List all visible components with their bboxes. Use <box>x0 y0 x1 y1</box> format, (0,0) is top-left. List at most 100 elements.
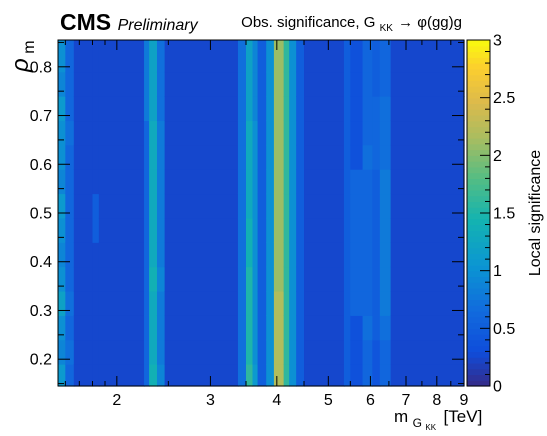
x-axis-title-unit: [TeV] <box>444 407 483 426</box>
heatmap-cell <box>252 193 259 219</box>
heatmap-cell <box>58 71 66 97</box>
heatmap-cell <box>98 96 145 122</box>
heatmap-cell <box>266 364 275 387</box>
heatmap-cell <box>273 315 285 341</box>
heatmap-cell <box>283 266 290 292</box>
heatmap-cell <box>273 96 285 122</box>
heatmap-cell <box>246 193 254 219</box>
heatmap-cell <box>266 169 275 195</box>
heatmap-cell <box>58 339 66 365</box>
heatmap-cell <box>252 315 259 341</box>
heatmap-cell <box>92 120 100 146</box>
heatmap-cell <box>252 242 259 268</box>
heatmap-cell <box>372 169 381 195</box>
heatmap-cell <box>164 71 239 97</box>
heatmap-cell <box>283 120 290 146</box>
heatmap-cell <box>257 144 267 170</box>
heatmap-cell <box>283 144 290 170</box>
color-scale-band <box>467 80 490 87</box>
color-scale-band <box>467 259 490 266</box>
heatmap-cell <box>343 242 351 268</box>
color-scale-band <box>467 114 490 122</box>
color-scale-band <box>467 218 490 226</box>
x-axis-tick-label: 6 <box>366 392 375 409</box>
heatmap-cells <box>58 40 465 387</box>
heatmap-cell <box>362 266 373 292</box>
y-axis-tick-label: 0.8 <box>30 59 52 76</box>
heatmap-cell <box>289 217 297 243</box>
heatmap-cell <box>390 266 465 292</box>
heatmap-cell <box>266 217 275 243</box>
heatmap-cell <box>372 120 381 146</box>
heatmap-cell <box>164 266 239 292</box>
heatmap-cell <box>372 193 381 219</box>
color-scale-band <box>467 351 490 358</box>
heatmap-cell <box>379 217 392 243</box>
heatmap-cell <box>390 364 465 387</box>
heatmap-cell <box>98 242 145 268</box>
heatmap-cell <box>237 193 247 219</box>
plot-header: CMS Preliminary Obs. significance, G KK … <box>60 9 462 35</box>
color-scale-band <box>467 236 490 243</box>
heatmap-cell <box>156 96 166 122</box>
heatmap-cell <box>266 120 275 146</box>
color-scale-band <box>467 207 490 214</box>
heatmap-cell <box>98 120 145 146</box>
heatmap-cell <box>372 96 381 122</box>
heatmap-cell <box>73 266 94 292</box>
color-scale-band <box>467 264 490 272</box>
heatmap-cell <box>164 169 239 195</box>
color-scale-band <box>467 51 490 58</box>
heatmap-cell <box>343 40 351 73</box>
heatmap-cell <box>390 339 465 365</box>
heatmap-cell <box>289 96 297 122</box>
heatmap-cell <box>379 364 392 387</box>
heatmap-cell <box>246 315 254 341</box>
heatmap-cell <box>156 266 166 292</box>
heatmap-cell <box>390 169 465 195</box>
significance-note: Obs. significance, G KK → φ(gg)g <box>241 14 462 35</box>
color-scale: 0 0.5 1 1.5 2 2.5 3 Local significance <box>466 33 544 396</box>
heatmap-cell <box>257 290 267 316</box>
heatmap-cell <box>304 169 345 195</box>
heatmap-cell <box>252 120 259 146</box>
heatmap-cell <box>98 144 145 170</box>
heatmap-cell <box>92 169 100 195</box>
heatmap-cell <box>73 40 94 73</box>
color-scale-tick-label: 2.5 <box>493 90 515 107</box>
color-scale-band <box>467 293 490 301</box>
heatmap-cell <box>296 217 305 243</box>
heatmap-cell <box>379 120 392 146</box>
heatmap-cell <box>92 40 100 73</box>
heatmap-cell <box>237 71 247 97</box>
heatmap-cell <box>156 144 166 170</box>
heatmap-cell <box>343 169 351 195</box>
heatmap-cell <box>92 96 100 122</box>
heatmap-cell <box>92 242 100 268</box>
color-scale-band <box>467 45 490 53</box>
heatmap-cell <box>149 364 158 387</box>
heatmap-cell <box>273 339 285 365</box>
color-scale-band <box>467 63 490 70</box>
heatmap-cell <box>296 40 305 73</box>
heatmap-cell <box>350 266 364 292</box>
heatmap-cell <box>362 364 373 387</box>
heatmap-cell <box>304 315 345 341</box>
heatmap-cell <box>144 242 150 268</box>
heatmap-cell <box>343 96 351 122</box>
heatmap-cell <box>246 71 254 97</box>
x-axis-tick-label: 9 <box>460 392 469 409</box>
heatmap-cell <box>304 290 345 316</box>
heatmap-cell <box>372 217 381 243</box>
heatmap-cell <box>65 40 75 73</box>
heatmap-cell <box>58 40 66 73</box>
heatmap-cell <box>379 40 392 73</box>
heatmap-cell <box>237 242 247 268</box>
heatmap-cell <box>257 96 267 122</box>
heatmap-cell <box>257 169 267 195</box>
heatmap-cell <box>266 339 275 365</box>
x-axis-title-sub: G <box>413 416 422 430</box>
x-axis: 2 3 4 5 6 7 8 9 <box>64 40 469 409</box>
heatmap-cell <box>98 71 145 97</box>
heatmap-cell <box>289 144 297 170</box>
